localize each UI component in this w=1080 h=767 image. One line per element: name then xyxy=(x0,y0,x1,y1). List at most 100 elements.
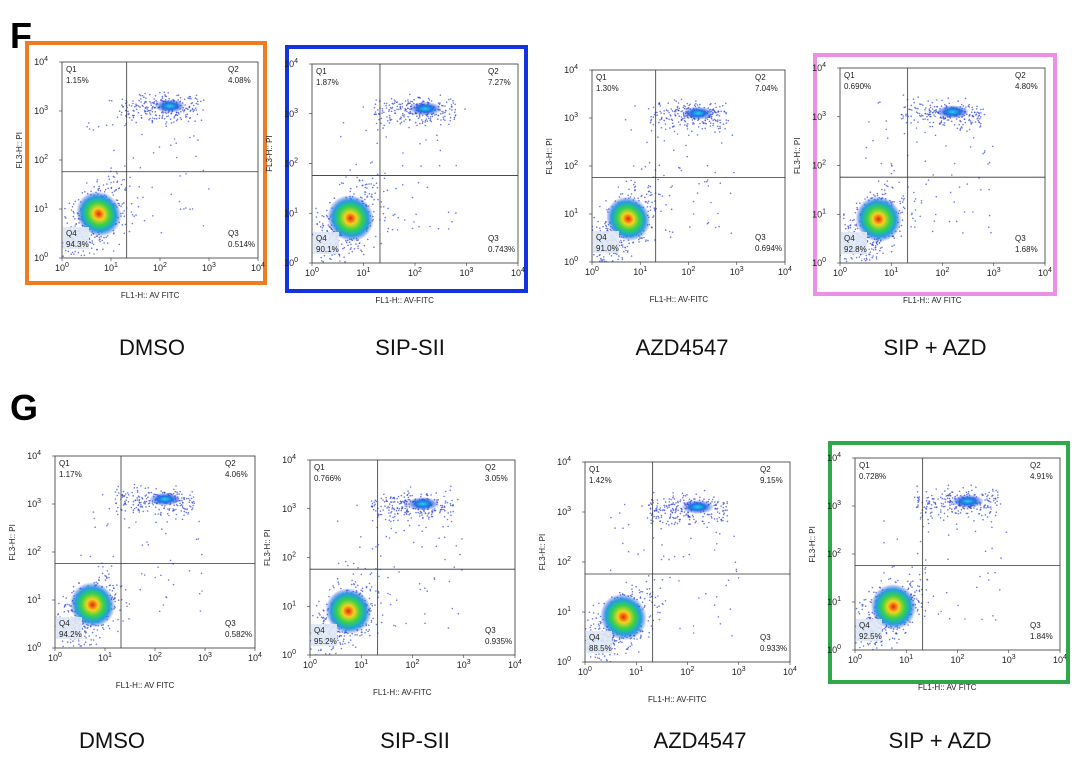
quadrant-percent: 1.68% xyxy=(1015,245,1038,254)
event-dot xyxy=(407,499,409,501)
event-dot xyxy=(84,626,86,629)
event-dot xyxy=(108,178,111,180)
event-dot xyxy=(390,496,392,498)
y-tick-label: 100 xyxy=(34,252,48,263)
event-dot xyxy=(72,210,75,213)
event-dot xyxy=(97,189,100,192)
event-dot xyxy=(653,207,655,209)
event-dot xyxy=(972,137,975,139)
event-dot xyxy=(698,183,700,185)
event-dot xyxy=(949,191,952,194)
event-dot xyxy=(427,115,429,118)
event-dot xyxy=(375,500,378,503)
event-dot xyxy=(148,119,150,121)
event-dot xyxy=(829,231,831,233)
event-dot xyxy=(406,505,408,508)
event-dot xyxy=(80,254,83,257)
event-dot xyxy=(388,519,391,521)
event-dot xyxy=(717,114,719,116)
event-dot xyxy=(89,555,92,558)
event-dot xyxy=(733,171,735,174)
event-dot xyxy=(676,133,679,135)
event-dot xyxy=(653,515,655,518)
event-dot xyxy=(726,509,728,511)
event-dot xyxy=(917,96,919,98)
event-dot xyxy=(90,643,92,646)
event-dot xyxy=(615,639,618,642)
event-dot xyxy=(118,110,121,112)
event-dot xyxy=(970,111,973,113)
event-dot xyxy=(181,497,183,499)
tick-exponent: 1 xyxy=(37,594,41,601)
event-dot xyxy=(673,149,675,152)
event-dot xyxy=(924,131,926,134)
event-dot xyxy=(356,176,358,179)
event-dot xyxy=(365,629,368,631)
event-dot xyxy=(164,95,167,97)
event-dot xyxy=(41,638,43,640)
quadrant-name: Q2 xyxy=(488,67,499,76)
x-tick-label: 101 xyxy=(104,262,118,273)
event-dot xyxy=(932,111,934,114)
event-dot xyxy=(179,97,182,99)
event-dot xyxy=(464,108,466,110)
event-dot xyxy=(154,506,157,509)
tick-exponent: 2 xyxy=(294,158,298,165)
event-dot xyxy=(304,645,306,647)
event-dot xyxy=(308,630,310,632)
event-dot xyxy=(879,247,882,249)
x-tick-label: 100 xyxy=(305,267,319,278)
tick-base: 10 xyxy=(55,263,65,273)
event-dot xyxy=(193,502,195,505)
event-dot xyxy=(855,202,858,205)
event-dot xyxy=(395,599,398,601)
x-tick-label: 102 xyxy=(148,652,162,663)
event-dot xyxy=(442,112,444,115)
event-dot xyxy=(608,253,611,255)
event-dot xyxy=(831,257,833,259)
event-dot xyxy=(145,106,148,108)
event-dot xyxy=(320,616,323,618)
event-dot xyxy=(644,196,646,198)
event-dot xyxy=(305,611,307,613)
event-dot xyxy=(195,94,198,97)
event-dot xyxy=(196,113,199,116)
event-dot xyxy=(153,102,155,105)
event-dot xyxy=(166,512,169,515)
event-dot xyxy=(117,506,119,509)
event-dot xyxy=(645,193,648,196)
event-dot xyxy=(455,545,458,547)
event-dot xyxy=(126,605,128,608)
y-tick-label: 102 xyxy=(282,552,296,563)
quadrant-name: Q4 xyxy=(844,234,855,243)
event-dot xyxy=(173,488,175,491)
event-dot xyxy=(377,513,380,515)
event-dot xyxy=(305,205,307,207)
tick-exponent: 3 xyxy=(997,267,1001,274)
tick-base: 10 xyxy=(682,267,692,277)
y-tick-label: 102 xyxy=(27,546,41,557)
event-dot xyxy=(160,514,162,516)
event-dot xyxy=(674,511,677,514)
event-dot xyxy=(673,130,676,133)
event-dot xyxy=(667,110,669,112)
event-dot xyxy=(332,647,334,650)
event-dot xyxy=(715,119,717,122)
tick-exponent: 2 xyxy=(292,552,296,559)
event-dot xyxy=(374,192,376,194)
event-dot xyxy=(876,194,879,197)
tick-base: 10 xyxy=(104,263,114,273)
event-dot xyxy=(959,119,961,122)
event-dot xyxy=(388,116,391,119)
event-dot xyxy=(442,118,445,120)
event-dot xyxy=(107,175,110,178)
event-dot xyxy=(688,523,691,525)
event-dot xyxy=(722,123,725,125)
event-dot xyxy=(96,629,99,631)
tick-base: 10 xyxy=(564,65,574,75)
quadrant-name: Q3 xyxy=(488,234,499,243)
event-dot xyxy=(124,502,127,505)
event-dot xyxy=(674,113,676,115)
event-dot xyxy=(177,111,180,114)
event-dot xyxy=(321,229,324,232)
